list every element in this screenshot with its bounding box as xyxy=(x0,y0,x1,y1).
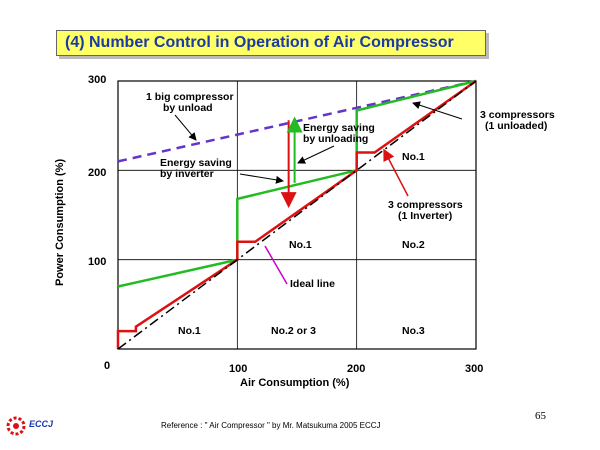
page-number: 65 xyxy=(535,410,546,422)
y-tick-300: 300 xyxy=(88,74,106,86)
reference-note: Reference : " Air Compressor " by Mr. Ma… xyxy=(161,421,381,430)
x-tick-200: 200 xyxy=(347,363,365,375)
region-label-no3-bottom: No.3 xyxy=(402,325,425,337)
annotation-energy-unloading-line2: by unloading xyxy=(303,133,368,145)
region-label-no1-top: No.1 xyxy=(402,151,425,163)
series-line-green-solid xyxy=(117,79,477,288)
y-axis-title: Power Consumption (%) xyxy=(54,159,66,286)
region-label-no1-bottom: No.1 xyxy=(178,325,201,337)
page-title: (4) Number Control in Operation of Air C… xyxy=(65,34,454,51)
x-tick-0: 0 xyxy=(104,360,110,372)
y-tick-100: 100 xyxy=(88,256,106,268)
pointer-energy-unloading xyxy=(297,145,335,164)
region-label-no1-middle: No.1 xyxy=(289,239,312,251)
annotation-three-inverter-line1: 3 compressors xyxy=(388,199,463,211)
annotation-energy-inverter-line2: by inverter xyxy=(160,168,214,180)
region-label-no2or3-bottom: No.2 or 3 xyxy=(271,325,316,337)
annotation-energy-inverter-line1: Energy saving xyxy=(160,157,232,169)
pointer-ideal-line xyxy=(264,245,288,285)
pointer-big-compressor xyxy=(174,114,197,141)
pointer-three-inverter xyxy=(383,148,409,197)
x-tick-100: 100 xyxy=(229,363,247,375)
annotation-three-unloaded-line2: (1 unloaded) xyxy=(485,120,547,132)
eccj-logo xyxy=(6,416,26,436)
annotation-big-compressor-line2: by unload xyxy=(163,102,213,114)
x-axis-title: Air Consumption (%) xyxy=(240,377,350,389)
pointer-energy-inverter xyxy=(239,173,284,184)
series-line-red-solid xyxy=(116,79,477,349)
region-label-no2-middle: No.2 xyxy=(402,239,425,251)
plot-frame xyxy=(117,80,477,350)
pointer-three-unloaded xyxy=(412,101,463,120)
eccj-logo-mark xyxy=(6,416,26,436)
annotation-ideal-line: Ideal line xyxy=(290,278,335,290)
grid-layer xyxy=(117,80,477,350)
annotation-energy-unloading-line1: Energy saving xyxy=(303,122,375,134)
eccj-logo-text: ECCJ xyxy=(29,419,54,429)
annotation-three-inverter-line2: (1 Inverter) xyxy=(398,210,452,222)
series-line-black-dashdot xyxy=(117,80,477,350)
annotation-big-compressor-line1: 1 big compressor xyxy=(146,91,234,103)
x-tick-300: 300 xyxy=(465,363,483,375)
y-tick-200: 200 xyxy=(88,167,106,179)
annotation-three-unloaded-line1: 3 compressors xyxy=(480,109,555,121)
title-box: (4) Number Control in Operation of Air C… xyxy=(56,30,486,56)
arrow-layer xyxy=(280,116,303,209)
